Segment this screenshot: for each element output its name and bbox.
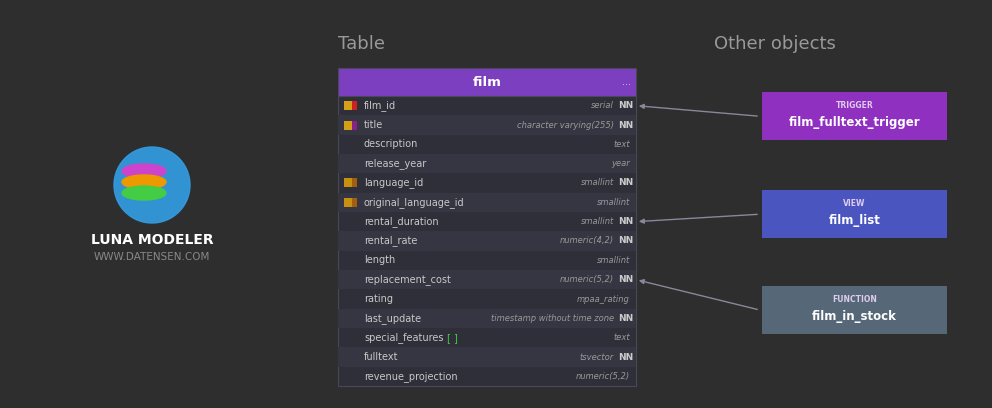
FancyBboxPatch shape (352, 120, 357, 129)
Text: film_fulltext_trigger: film_fulltext_trigger (789, 116, 921, 129)
Text: text: text (613, 140, 630, 149)
Text: Table: Table (338, 35, 385, 53)
FancyBboxPatch shape (338, 115, 636, 135)
FancyBboxPatch shape (338, 270, 636, 289)
FancyBboxPatch shape (338, 347, 636, 367)
Text: TRIGGER: TRIGGER (835, 101, 873, 110)
Text: original_language_id: original_language_id (364, 197, 464, 208)
Text: NN: NN (618, 120, 633, 129)
Text: serial: serial (591, 101, 614, 110)
Text: tsvector: tsvector (579, 353, 614, 361)
FancyBboxPatch shape (344, 178, 352, 188)
Text: replacement_cost: replacement_cost (364, 274, 451, 285)
FancyBboxPatch shape (338, 68, 636, 96)
Text: NN: NN (618, 237, 633, 246)
FancyBboxPatch shape (762, 190, 947, 238)
FancyBboxPatch shape (338, 96, 636, 386)
Text: smallint: smallint (580, 178, 614, 188)
Text: film_id: film_id (364, 100, 396, 111)
FancyBboxPatch shape (352, 178, 357, 188)
Text: mpaa_rating: mpaa_rating (577, 295, 630, 304)
Text: numeric(5,2): numeric(5,2) (576, 372, 630, 381)
Text: numeric(5,2): numeric(5,2) (559, 275, 614, 284)
Text: WWW.DATENSEN.COM: WWW.DATENSEN.COM (94, 252, 210, 262)
Text: character varying(255): character varying(255) (517, 120, 614, 129)
Text: rental_duration: rental_duration (364, 216, 438, 227)
FancyBboxPatch shape (352, 198, 357, 207)
Text: timestamp without time zone: timestamp without time zone (491, 314, 614, 323)
Text: language_id: language_id (364, 177, 424, 188)
Text: rental_rate: rental_rate (364, 235, 418, 246)
Text: NN: NN (618, 178, 633, 188)
FancyBboxPatch shape (352, 101, 357, 110)
Text: Other objects: Other objects (714, 35, 836, 53)
Text: FUNCTION: FUNCTION (832, 295, 877, 304)
Text: NN: NN (618, 101, 633, 110)
Text: smallint: smallint (597, 198, 630, 207)
Text: LUNA MODELER: LUNA MODELER (90, 233, 213, 247)
Text: film_in_stock: film_in_stock (812, 310, 897, 323)
Polygon shape (122, 175, 166, 189)
Polygon shape (122, 186, 166, 200)
Text: fulltext: fulltext (364, 352, 399, 362)
Text: year: year (611, 159, 630, 168)
FancyBboxPatch shape (344, 101, 352, 110)
FancyBboxPatch shape (762, 286, 947, 334)
Polygon shape (122, 164, 166, 178)
Text: numeric(4,2): numeric(4,2) (559, 237, 614, 246)
Text: special_features: special_features (364, 332, 443, 343)
Text: NN: NN (618, 314, 633, 323)
FancyBboxPatch shape (344, 198, 352, 207)
FancyBboxPatch shape (338, 193, 636, 212)
Text: release_year: release_year (364, 158, 427, 169)
Text: smallint: smallint (597, 256, 630, 265)
Text: NN: NN (618, 217, 633, 226)
Text: last_update: last_update (364, 313, 422, 324)
Text: NN: NN (618, 275, 633, 284)
FancyBboxPatch shape (344, 120, 352, 129)
Text: length: length (364, 255, 395, 265)
Text: revenue_projection: revenue_projection (364, 371, 457, 382)
FancyBboxPatch shape (762, 92, 947, 140)
Text: title: title (364, 120, 383, 130)
Text: rating: rating (364, 294, 393, 304)
FancyBboxPatch shape (338, 154, 636, 173)
Text: VIEW: VIEW (843, 199, 866, 208)
FancyBboxPatch shape (338, 231, 636, 251)
Polygon shape (114, 147, 190, 223)
Text: [ ]: [ ] (447, 333, 458, 343)
Text: film: film (472, 75, 501, 89)
FancyBboxPatch shape (338, 309, 636, 328)
Text: smallint: smallint (580, 217, 614, 226)
Text: NN: NN (618, 353, 633, 361)
Text: text: text (613, 333, 630, 342)
Text: film_list: film_list (828, 214, 881, 227)
Text: ...: ... (622, 77, 631, 87)
Text: description: description (364, 140, 419, 149)
